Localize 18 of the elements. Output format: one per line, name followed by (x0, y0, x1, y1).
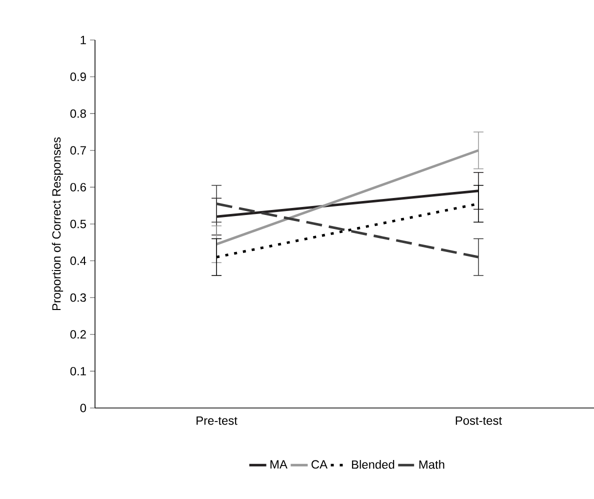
y-tick-label: 1 (80, 36, 86, 44)
legend-label: MA (270, 460, 288, 468)
y-tick-label: 0.3 (70, 293, 86, 302)
y-tick-label: 0.9 (70, 72, 86, 82)
y-tick-label: 0.6 (70, 182, 86, 192)
y-tick-label: 0.5 (70, 220, 86, 228)
y-tick-label: 0.2 (70, 330, 86, 339)
y-tick-label: 0.8 (70, 109, 86, 118)
legend-label: Math (419, 460, 444, 469)
legend-label: Blended (352, 460, 394, 469)
y-axis-title: Proportion of Correct Responses (52, 137, 64, 310)
y-tick-label: 0.4 (70, 256, 86, 266)
y-tick-label: 0.1 (70, 366, 86, 376)
legend-label: CA (312, 460, 328, 469)
x-tick-label: Post-test (456, 416, 502, 425)
y-tick-label: 0.7 (70, 146, 86, 155)
y-tick-label: 0 (80, 404, 86, 412)
x-tick-label: Pre-test (196, 416, 238, 425)
